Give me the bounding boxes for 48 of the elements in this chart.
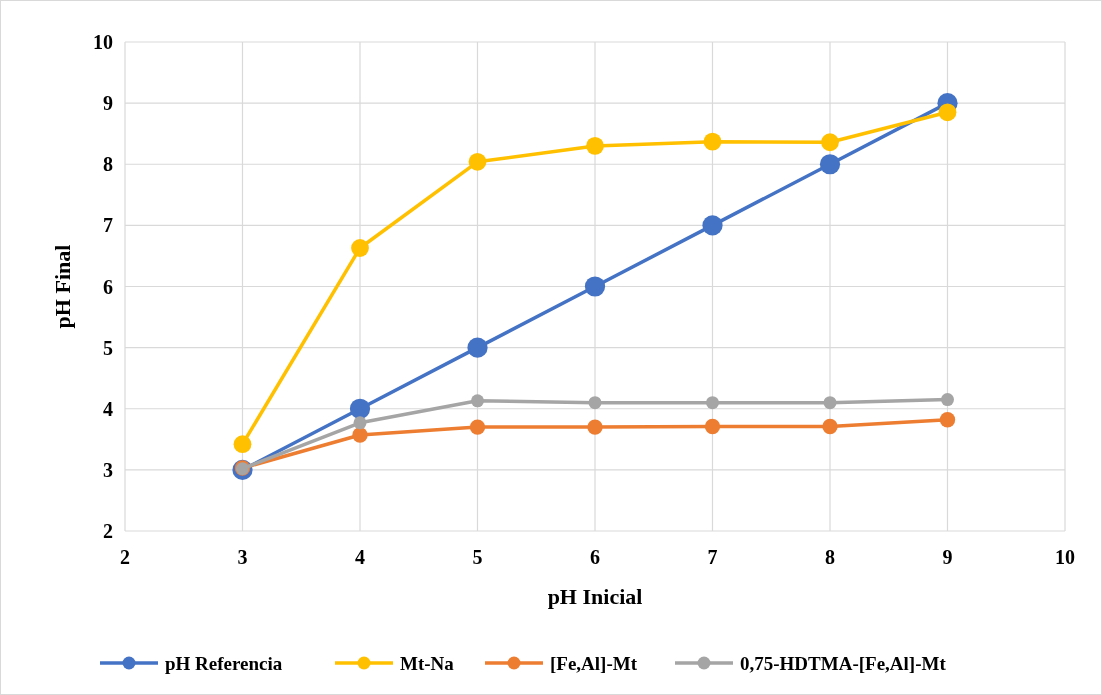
point xyxy=(588,396,602,410)
point xyxy=(468,152,487,171)
point xyxy=(469,419,486,435)
point xyxy=(939,412,956,428)
y-tick-label: 10 xyxy=(93,31,113,53)
point xyxy=(586,137,604,155)
legend-label: 0,75-HDTMA-[Fe,Al]-Mt xyxy=(740,652,947,674)
y-tick-label: 6 xyxy=(103,275,113,298)
y-tick-label: 5 xyxy=(103,336,113,359)
point xyxy=(823,396,837,410)
point xyxy=(353,416,367,430)
x-tick-label: 7 xyxy=(707,546,718,568)
y-tick-label: 4 xyxy=(103,397,113,420)
point xyxy=(703,132,722,151)
x-tick-label: 9 xyxy=(942,546,953,568)
point xyxy=(233,435,252,454)
x-tick-label: 3 xyxy=(237,546,248,568)
y-tick-label: 9 xyxy=(103,92,113,115)
y-tick-label: 3 xyxy=(103,458,113,481)
y-tick-label: 8 xyxy=(103,153,113,176)
point xyxy=(587,419,603,435)
x-axis-title: pH Inicial xyxy=(547,584,643,609)
x-tick-label: 8 xyxy=(825,546,835,568)
legend-label: [Fe,Al]-Mt xyxy=(550,652,638,674)
x-tick-label: 2 xyxy=(120,546,130,568)
point xyxy=(584,276,606,297)
point xyxy=(352,427,368,443)
point xyxy=(467,337,488,358)
legend-label: pH Referencia xyxy=(165,652,283,674)
x-tick-label: 6 xyxy=(590,546,600,568)
x-tick-label: 10 xyxy=(1055,546,1075,568)
point xyxy=(822,418,838,435)
x-tick-label: 4 xyxy=(355,546,365,568)
y-tick-label: 2 xyxy=(103,520,113,542)
point xyxy=(351,239,369,257)
point xyxy=(819,154,841,175)
point xyxy=(704,418,721,435)
y-axis-title: pH Final xyxy=(50,244,75,329)
point xyxy=(938,103,957,122)
x-tick-label: 5 xyxy=(472,546,483,568)
point xyxy=(471,394,484,408)
point xyxy=(941,393,954,407)
point xyxy=(349,398,371,419)
legend-label: Mt-Na xyxy=(400,652,455,674)
point xyxy=(706,396,719,410)
point xyxy=(821,133,839,152)
point xyxy=(702,215,723,236)
y-tick-label: 7 xyxy=(103,214,113,237)
